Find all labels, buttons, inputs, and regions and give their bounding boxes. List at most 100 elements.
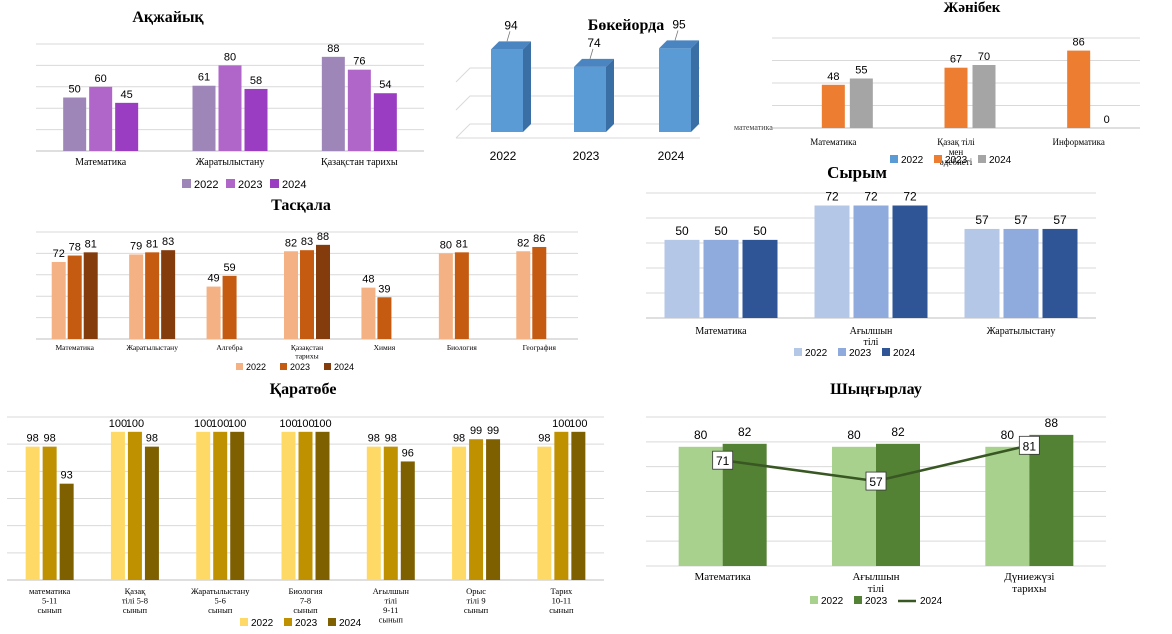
data-label-2024-0: 93	[61, 470, 73, 482]
data-label-2024-3: 100	[313, 418, 331, 430]
bar-2023-1	[127, 431, 142, 580]
legend-swatch-2024	[978, 155, 986, 163]
data-label-2024-0: 81	[85, 238, 97, 250]
data-label-2023-2: 100	[211, 418, 229, 430]
bar-2024-0	[849, 78, 873, 128]
bar-2022-1	[129, 254, 144, 339]
category-label-2: 2024	[658, 149, 685, 163]
data-label-2023-2: 88	[1045, 416, 1059, 430]
legend-swatch-2023	[284, 618, 292, 626]
chart-zhanibek: 48 55 Математика 67 70 Қазақ тілі мен әдебиеті 8…	[734, 37, 1140, 167]
data-label-2024-4: 96	[402, 447, 414, 459]
line-label-box-1	[865, 471, 887, 491]
bar-2023-5	[454, 252, 469, 339]
data-label-2022-1: 61	[198, 72, 210, 84]
category-label-2: Жаратылыстану	[987, 326, 1056, 337]
legend-label-2023: 2023	[945, 155, 968, 166]
bar-2024-2	[230, 431, 245, 580]
data-label-2022-0: 50	[69, 84, 81, 96]
data-label-2: 95	[672, 17, 686, 31]
category-label-0: Математика	[810, 137, 856, 147]
category-label-1: Жаратылыстану	[196, 157, 265, 168]
bar-2022-4	[366, 446, 381, 580]
bar-2024-0	[742, 239, 778, 318]
category-label-6: География	[523, 343, 557, 352]
bar-2024-0	[115, 102, 139, 151]
legend-swatch-2023	[854, 596, 862, 604]
bar-2023-1	[145, 252, 160, 339]
data-label-2023-3: 83	[301, 236, 313, 248]
chart-shyngyrlau: 80 82 Математика 80 82 Ағылшын тілі 80 88 Дүниежү…	[646, 416, 1106, 595]
bar-side-1	[606, 58, 614, 133]
data-label-2024-2: 57	[1053, 213, 1067, 227]
data-label-2022-1: 79	[130, 240, 142, 252]
legend-swatch-2024	[270, 179, 279, 188]
data-label-2022-2: 57	[975, 213, 989, 227]
legend-label-2024: 2024	[920, 596, 943, 607]
chart-title-bokeiorda: Бөкейорда	[588, 17, 665, 34]
data-label-2023-2: 86	[1073, 37, 1085, 49]
legend-label-2022: 2022	[251, 618, 274, 629]
legend-swatch-2022	[794, 348, 802, 356]
data-label-2024-3: 88	[317, 231, 329, 243]
data-label-2022-1: 72	[825, 190, 839, 204]
data-label-2022-6: 98	[538, 433, 550, 445]
line-label-2024-0: 71	[716, 454, 730, 468]
bar-2023-3	[298, 431, 313, 580]
legend-swatch-2022	[890, 155, 898, 163]
data-label-2023-1: 100	[126, 418, 144, 430]
category-label-0: 2022	[490, 149, 517, 163]
data-label-2024-2: 100	[228, 418, 246, 430]
bar-2022-0	[51, 261, 66, 339]
data-label-2023-2: 76	[353, 56, 365, 68]
bar-2022-2	[985, 446, 1030, 566]
bar-2023-2	[1029, 434, 1074, 566]
legend-swatch-2024	[328, 618, 336, 626]
data-label-2023-1: 81	[146, 238, 158, 250]
bar-2024-2	[1042, 228, 1078, 318]
data-label-2024-0: 55	[855, 65, 867, 77]
data-label-2024-6: 100	[569, 418, 587, 430]
data-label-2022-3: 82	[285, 237, 297, 249]
data-label-2023-5: 81	[456, 238, 468, 250]
bar-top-0	[491, 41, 531, 50]
legend-label-2022: 2022	[805, 348, 828, 359]
category-label-1: Қазақ тілі 5-8 сынып	[122, 586, 148, 615]
chart-taskala: 72 78 81 Математика 79 81 83 Жаратылыстану 49 59 А…	[36, 231, 578, 361]
legend-label-2024: 2024	[282, 179, 306, 191]
bar-2023-1	[944, 67, 968, 128]
bar-side-2	[691, 40, 699, 133]
line-label-box-2	[1018, 435, 1040, 455]
category-label-1: Ағылшын тілі	[852, 571, 899, 595]
data-label-2022-1: 80	[847, 428, 861, 442]
category-label-4: Ағылшын тілі 9-11 сынып	[373, 586, 410, 625]
bar-top-1	[574, 58, 614, 67]
bar-2022-4	[361, 287, 376, 339]
chart-bokeiorda: 94 2022 74 2023 95 2024	[455, 17, 700, 163]
chart-syrym: 50 50 50 Математика 72 72 72 Ағылшын тілі 57 57 57 Ж…	[646, 190, 1096, 348]
legend-karatobe: 2022 2023 2024	[240, 618, 362, 629]
bar-2023-0	[821, 84, 845, 128]
category-label-1: Жаратылыстану	[126, 343, 178, 352]
data-label-2024-5: 99	[487, 425, 499, 437]
data-label-2024-1: 70	[978, 51, 990, 63]
data-label-2024-1: 58	[250, 75, 262, 87]
data-label-0: 94	[504, 18, 518, 32]
bar-front-1	[574, 66, 606, 132]
bar-2023-2	[1067, 50, 1091, 128]
bar-2022-2	[321, 56, 345, 152]
bar-2023-2	[1003, 228, 1039, 318]
chart-title-akzhaiyk: Ақжайық	[132, 9, 204, 26]
bar-2023-3	[300, 250, 314, 339]
bar-2022-6	[537, 446, 552, 580]
bar-2024-1	[161, 250, 176, 339]
data-label-2023-1: 80	[224, 51, 236, 63]
bar-2024-0	[59, 483, 74, 580]
legend-label-2023: 2023	[238, 179, 262, 191]
bar-side-0	[523, 41, 531, 133]
label-leader-1	[589, 48, 594, 60]
legend-swatch-2023	[934, 155, 942, 163]
bar-2024-4	[400, 461, 415, 580]
legend-swatch-2024	[324, 363, 331, 370]
